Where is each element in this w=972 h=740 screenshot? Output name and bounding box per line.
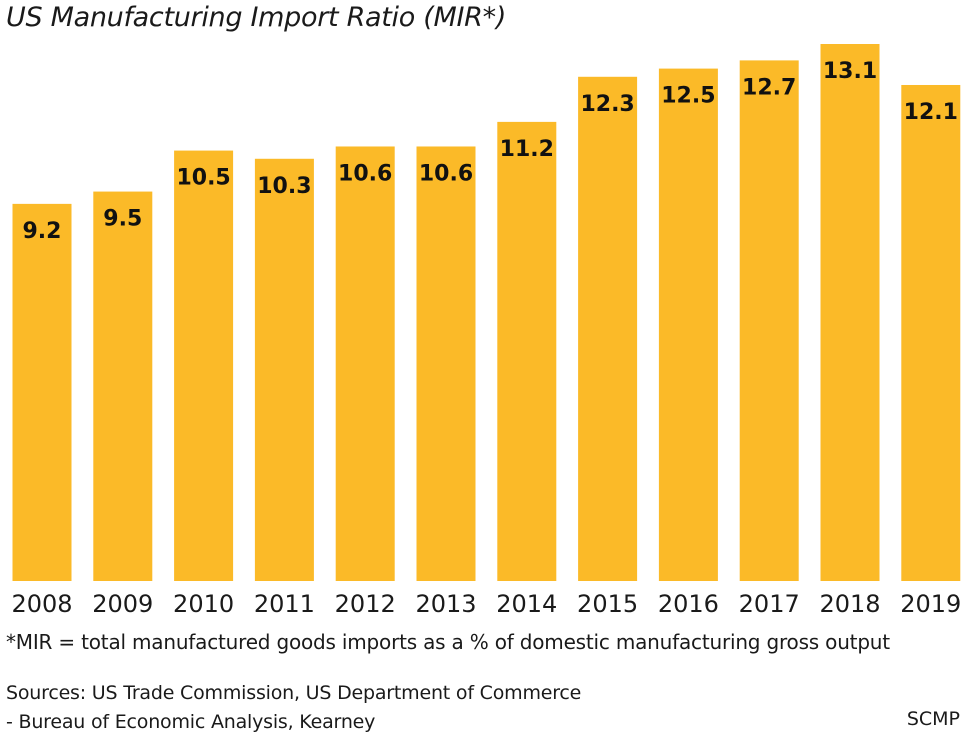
bar-2010 bbox=[174, 150, 234, 582]
bar-2012 bbox=[335, 146, 395, 582]
data-label-2008: 9.2 bbox=[23, 219, 62, 244]
bar-2008 bbox=[12, 203, 72, 581]
footnote: *MIR = total manufactured goods imports … bbox=[6, 630, 890, 654]
bar-2018 bbox=[820, 44, 880, 581]
credit: SCMP bbox=[906, 708, 960, 730]
x-tick-label-2019: 2019 bbox=[900, 590, 961, 618]
x-tick-label-2015: 2015 bbox=[577, 590, 638, 618]
data-label-2015: 12.3 bbox=[580, 92, 634, 117]
data-label-2019: 12.1 bbox=[904, 100, 958, 125]
data-label-2018: 13.1 bbox=[823, 59, 877, 84]
bar-2017 bbox=[739, 60, 799, 581]
data-label-2010: 10.5 bbox=[176, 166, 230, 191]
x-tick-label-2016: 2016 bbox=[658, 590, 719, 618]
sources-line-2: - Bureau of Economic Analysis, Kearney bbox=[6, 711, 376, 733]
x-tick-label-2011: 2011 bbox=[254, 590, 315, 618]
x-tick-label-2010: 2010 bbox=[173, 590, 234, 618]
bar-chart: 9.2 2008 9.5 2009 10.5 2010 10.3 2011 10.6 2012 10… bbox=[11, 44, 961, 618]
x-tick-label-2012: 2012 bbox=[335, 590, 396, 618]
data-label-2009: 9.5 bbox=[103, 207, 142, 232]
sources-line-1: Sources: US Trade Commission, US Departm… bbox=[6, 682, 582, 704]
data-label-2011: 10.3 bbox=[257, 174, 311, 199]
x-tick-label-2008: 2008 bbox=[11, 590, 72, 618]
data-label-2014: 11.2 bbox=[500, 137, 554, 162]
data-label-2012: 10.6 bbox=[338, 161, 392, 186]
x-tick-label-2014: 2014 bbox=[496, 590, 557, 618]
bar-2015 bbox=[578, 76, 638, 582]
bar-2013 bbox=[416, 146, 476, 582]
data-label-2017: 12.7 bbox=[742, 75, 796, 100]
x-tick-label-2009: 2009 bbox=[92, 590, 153, 618]
bar-2011 bbox=[254, 158, 314, 581]
x-tick-label-2018: 2018 bbox=[819, 590, 880, 618]
chart-title: US Manufacturing Import Ratio (MIR*) bbox=[6, 2, 507, 33]
bar-2016 bbox=[658, 68, 718, 582]
x-tick-label-2013: 2013 bbox=[415, 590, 476, 618]
data-label-2016: 12.5 bbox=[661, 84, 715, 109]
bar-2014 bbox=[497, 121, 557, 581]
bar-2009 bbox=[93, 191, 153, 582]
sources: Sources: US Trade Commission, US Departm… bbox=[6, 679, 581, 737]
x-tick-label-2017: 2017 bbox=[739, 590, 800, 618]
bar-2019 bbox=[901, 84, 961, 581]
data-label-2013: 10.6 bbox=[419, 161, 473, 186]
